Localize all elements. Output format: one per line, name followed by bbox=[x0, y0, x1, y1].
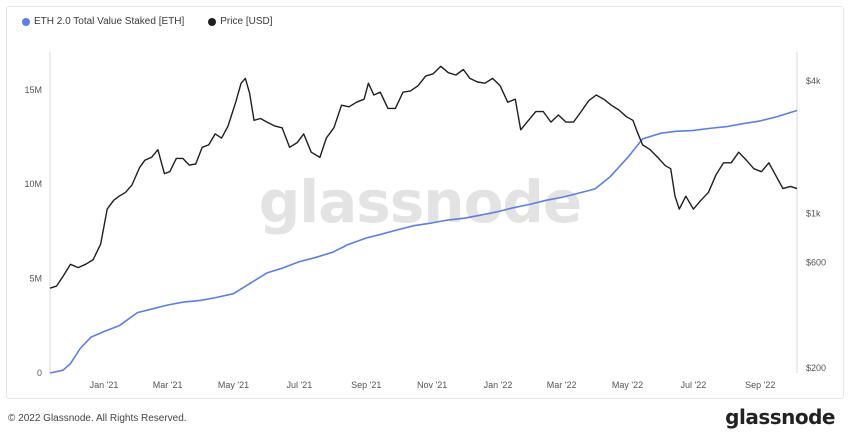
chart-card bbox=[6, 6, 844, 399]
legend-item-staked[interactable]: ETH 2.0 Total Value Staked [ETH] bbox=[22, 16, 184, 27]
left-tick-label: 15M bbox=[24, 85, 42, 95]
legend-item-price[interactable]: Price [USD] bbox=[208, 16, 273, 27]
right-tick-label: $600 bbox=[806, 258, 826, 268]
left-tick-label: 5M bbox=[29, 274, 42, 284]
x-tick-label: Jul '21 bbox=[286, 380, 312, 390]
x-tick-label: Mar '22 bbox=[547, 380, 577, 390]
right-axis-ticks: $200 $600 $1k $4k bbox=[806, 76, 826, 373]
legend-dot-staked-icon bbox=[22, 17, 30, 26]
x-tick-label: Jan '22 bbox=[484, 380, 513, 390]
x-tick-label: Nov '21 bbox=[417, 380, 447, 390]
x-tick-label: Mar '21 bbox=[153, 380, 183, 390]
right-tick-label: $4k bbox=[806, 76, 821, 86]
right-tick-label: $1k bbox=[806, 209, 821, 219]
brand-logo: glassnode bbox=[725, 405, 835, 429]
right-tick-label: $200 bbox=[806, 363, 826, 373]
x-tick-label: Jan '21 bbox=[90, 380, 119, 390]
copyright-text: © 2022 Glassnode. All Rights Reserved. bbox=[8, 413, 187, 424]
x-tick-label: May '22 bbox=[612, 380, 643, 390]
x-axis-ticks: Jan '21 Mar '21 May '21 Jul '21 Sep '21 Nov '… bbox=[90, 380, 776, 390]
legend-dot-price-icon bbox=[208, 17, 217, 26]
chart-legend: ETH 2.0 Total Value Staked [ETH] Price [… bbox=[22, 16, 291, 27]
x-tick-label: Sep '21 bbox=[351, 380, 381, 390]
legend-label-price: Price [USD] bbox=[220, 16, 273, 27]
watermark-text: glassnode bbox=[259, 168, 582, 236]
left-tick-label: 0 bbox=[37, 368, 42, 378]
x-tick-label: Sep '22 bbox=[745, 380, 775, 390]
staked-series-line bbox=[49, 109, 798, 374]
legend-label-staked: ETH 2.0 Total Value Staked [ETH] bbox=[34, 16, 185, 27]
x-tick-label: May '21 bbox=[218, 380, 249, 390]
left-tick-label: 10M bbox=[24, 179, 42, 189]
price-series-line bbox=[49, 65, 798, 289]
x-tick-label: Jul '22 bbox=[681, 380, 707, 390]
left-axis-ticks: 0 5M 10M 15M bbox=[24, 85, 42, 378]
series-layer bbox=[49, 65, 798, 374]
